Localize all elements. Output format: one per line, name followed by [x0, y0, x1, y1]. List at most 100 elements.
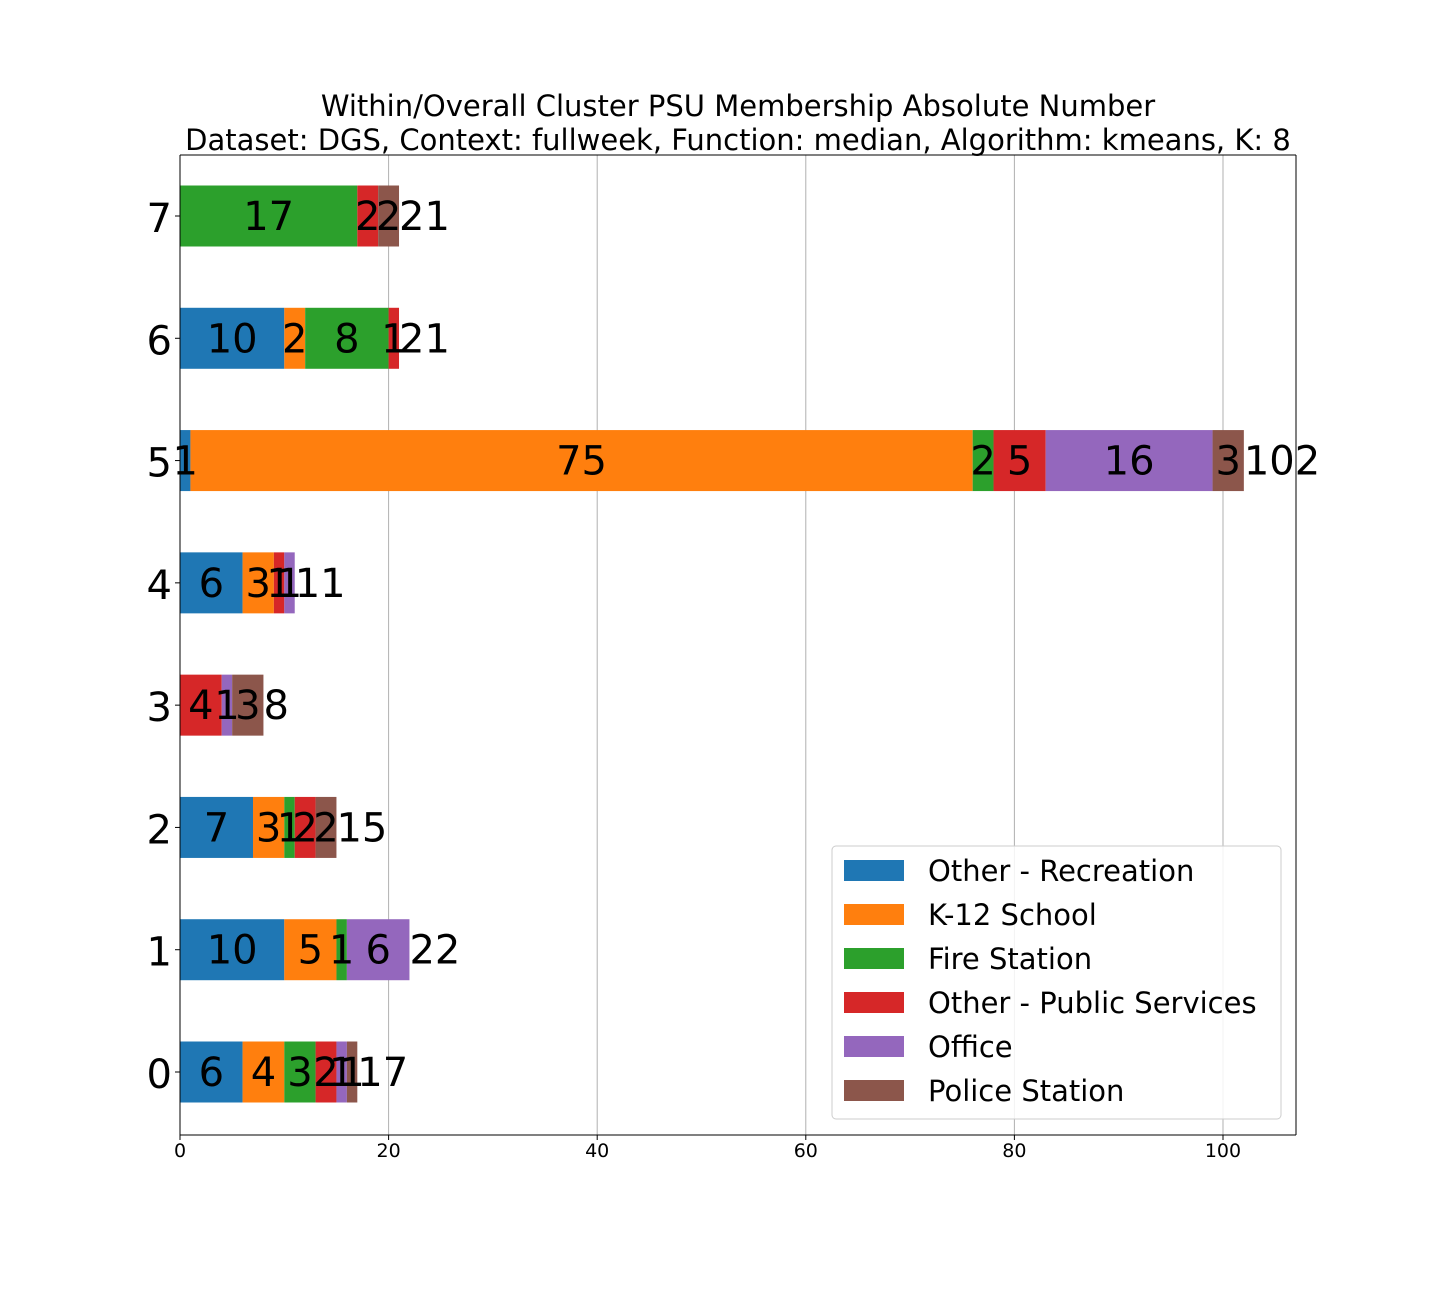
segment-label-0-1: 4	[251, 1050, 276, 1096]
bar-segment-6-3	[388, 307, 400, 369]
segment-label-4-4: 1	[277, 561, 302, 607]
bar-segment-7-2	[180, 185, 358, 247]
segment-label-5-1: 75	[556, 439, 607, 485]
segment-label-2-2: 1	[277, 805, 302, 851]
bar-segment-1-1	[284, 919, 337, 981]
segment-label-5-5: 3	[1215, 439, 1240, 485]
segment-label-1-4: 6	[365, 928, 390, 974]
segment-label-5-3: 5	[1007, 439, 1032, 485]
segment-label-2-3: 2	[292, 805, 317, 851]
segment-label-4-1: 3	[245, 561, 270, 607]
bar-segment-7-3	[357, 185, 379, 247]
bar-segment-1-2	[336, 919, 347, 981]
bar-segment-6-0	[180, 307, 285, 369]
y-tick-label-0: 0	[147, 1052, 172, 1098]
legend-swatch-2	[844, 948, 904, 969]
bar-segment-3-4	[221, 674, 233, 736]
bar-segment-5-0	[180, 430, 191, 492]
bar-segment-5-3	[993, 430, 1046, 492]
segment-label-1-0: 10	[207, 928, 258, 974]
segment-label-6-2: 8	[334, 316, 359, 362]
bar-segment-1-0	[180, 919, 285, 981]
bar-segment-2-5	[315, 796, 337, 858]
segment-label-2-5: 2	[313, 805, 338, 851]
bar-segment-2-2	[284, 796, 295, 858]
x-tick-label-80: 80	[1002, 1140, 1026, 1162]
segment-label-1-2: 1	[329, 928, 354, 974]
bar-segment-4-0	[180, 552, 243, 614]
segment-label-4-3: 1	[266, 561, 291, 607]
total-label-5: 102	[1244, 439, 1320, 485]
segment-label-5-4: 16	[1104, 439, 1155, 485]
segment-label-7-2: 17	[243, 194, 294, 240]
segment-label-4-0: 6	[199, 561, 224, 607]
legend-label-4: Office	[928, 1030, 1013, 1064]
x-tick-label-0: 0	[174, 1140, 186, 1162]
bar-segment-2-1	[253, 796, 285, 858]
chart-title: Within/Overall Cluster PSU Membership Ab…	[321, 89, 1155, 123]
segment-label-7-3: 2	[355, 194, 380, 240]
total-label-4: 11	[295, 561, 346, 607]
bar-segment-0-3	[315, 1041, 337, 1103]
bar-segment-6-1	[284, 307, 306, 369]
legend-label-0: Other - Recreation	[928, 854, 1194, 888]
bar-segment-4-1	[242, 552, 274, 614]
segment-label-3-3: 4	[188, 683, 213, 729]
total-label-0: 17	[357, 1050, 408, 1096]
segment-label-5-0: 1	[172, 439, 197, 485]
legend-label-1: K-12 School	[928, 898, 1097, 932]
total-label-7: 21	[399, 194, 450, 240]
total-label-1: 22	[409, 928, 460, 974]
bars-group	[180, 185, 1244, 1103]
legend-swatch-0	[844, 860, 904, 881]
segment-label-2-0: 7	[204, 805, 229, 851]
segment-label-6-3: 1	[381, 316, 406, 362]
segment-label-0-4: 1	[329, 1050, 354, 1096]
legend-swatch-3	[844, 992, 904, 1013]
legend-label-5: Police Station	[928, 1074, 1124, 1108]
legend-label-3: Other - Public Services	[928, 986, 1257, 1020]
bar-segment-6-2	[305, 307, 389, 369]
bar-segment-0-5	[346, 1041, 358, 1103]
bar-segment-4-4	[284, 552, 295, 614]
legend-label-2: Fire Station	[928, 942, 1092, 976]
y-tick-label-5: 5	[147, 441, 172, 487]
bar-segment-1-4	[346, 919, 410, 981]
bar-segment-5-4	[1045, 430, 1213, 492]
x-tick-label-20: 20	[377, 1140, 401, 1162]
segment-label-0-5: 1	[339, 1050, 364, 1096]
bar-segment-0-4	[336, 1041, 347, 1103]
x-tick-label-60: 60	[794, 1140, 818, 1162]
segment-label-0-3: 2	[313, 1050, 338, 1096]
y-tick-label-1: 1	[147, 930, 172, 976]
bar-segment-0-2	[284, 1041, 316, 1103]
y-tick-label-4: 4	[147, 563, 172, 609]
bar-segment-0-0	[180, 1041, 243, 1103]
bar-segment-2-0	[180, 796, 254, 858]
bar-segment-4-3	[273, 552, 285, 614]
bar-segment-5-1	[190, 430, 973, 492]
bar-segment-3-3	[180, 674, 222, 736]
segment-label-2-1: 3	[256, 805, 281, 851]
legend-swatch-1	[844, 904, 904, 925]
x-tick-label-100: 100	[1205, 1140, 1241, 1162]
bar-segment-0-1	[242, 1041, 285, 1103]
segment-label-7-5: 2	[376, 194, 401, 240]
legend: Other - Recreation K-12 School Fire Statio…	[831, 845, 1282, 1120]
segment-label-3-5: 3	[235, 683, 260, 729]
bar-segment-5-5	[1212, 430, 1244, 492]
y-tick-label-3: 3	[147, 685, 172, 731]
segment-label-0-0: 6	[199, 1050, 224, 1096]
legend-box	[831, 845, 1282, 1120]
y-tick-label-7: 7	[147, 196, 172, 242]
bar-segment-7-5	[378, 185, 400, 247]
segment-label-6-0: 10	[207, 316, 258, 362]
y-tick-label-6: 6	[147, 318, 172, 364]
segment-label-5-2: 2	[970, 439, 995, 485]
total-label-6: 21	[399, 316, 450, 362]
chart-subtitle: Dataset: DGS, Context: fullweek, Functio…	[185, 123, 1291, 157]
bar-segment-5-2	[972, 430, 994, 492]
